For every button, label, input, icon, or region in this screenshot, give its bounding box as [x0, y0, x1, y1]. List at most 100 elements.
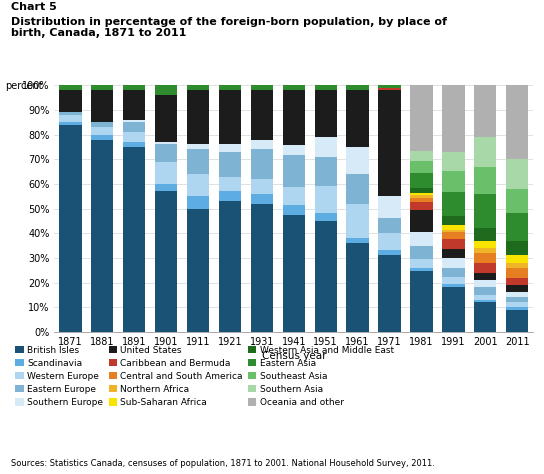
Bar	[506, 302, 528, 307]
Bar	[378, 85, 401, 88]
Bar	[506, 159, 528, 189]
Bar	[410, 246, 432, 259]
Bar	[187, 85, 209, 90]
Bar	[410, 161, 432, 173]
Bar	[219, 152, 241, 176]
Bar	[506, 285, 528, 292]
Bar	[410, 198, 432, 202]
Bar	[347, 238, 369, 243]
Bar	[282, 205, 305, 215]
Bar	[410, 195, 432, 198]
Bar	[474, 280, 497, 287]
Bar	[187, 90, 209, 145]
Bar	[474, 287, 497, 295]
Bar	[251, 139, 273, 149]
Bar	[506, 85, 528, 159]
Bar	[155, 191, 177, 332]
Bar	[506, 307, 528, 310]
Bar	[442, 216, 465, 225]
Bar	[410, 271, 432, 332]
Bar	[378, 196, 401, 219]
Bar	[474, 228, 497, 241]
Bar	[91, 90, 114, 122]
Bar	[442, 239, 465, 249]
Bar	[219, 145, 241, 152]
Bar	[155, 85, 177, 95]
Bar	[187, 196, 209, 209]
Bar	[91, 135, 114, 139]
Bar	[251, 90, 273, 139]
Bar	[314, 213, 337, 221]
Legend: British Isles, Scandinavia, Western Europe, Eastern Europe, Southern Europe, Uni: British Isles, Scandinavia, Western Euro…	[15, 346, 394, 407]
Bar	[410, 210, 432, 232]
Bar	[123, 122, 145, 132]
Bar	[219, 85, 241, 90]
Bar	[410, 173, 432, 188]
Text: Distribution in percentage of the foreign-born population, by place of: Distribution in percentage of the foreig…	[11, 17, 447, 27]
Bar	[410, 151, 432, 161]
Bar	[314, 137, 337, 157]
Bar	[219, 90, 241, 145]
Bar	[474, 241, 497, 248]
Bar	[123, 90, 145, 120]
Bar	[251, 204, 273, 332]
Bar	[91, 139, 114, 332]
Bar	[442, 249, 465, 258]
Bar	[187, 149, 209, 174]
Bar	[251, 149, 273, 179]
Bar	[155, 145, 177, 162]
Bar	[442, 258, 465, 268]
Bar	[59, 115, 82, 122]
Bar	[251, 179, 273, 194]
Bar	[91, 85, 114, 90]
Bar	[410, 232, 432, 246]
Bar	[506, 213, 528, 241]
Bar	[506, 278, 528, 285]
Bar	[282, 91, 305, 145]
Text: Chart 5: Chart 5	[11, 2, 57, 12]
Bar	[347, 204, 369, 238]
Bar	[474, 302, 497, 332]
Bar	[219, 201, 241, 332]
Bar	[155, 184, 177, 191]
Bar	[442, 225, 465, 230]
Bar	[219, 176, 241, 191]
Bar	[378, 255, 401, 332]
Bar	[123, 147, 145, 332]
Bar	[59, 122, 82, 125]
Bar	[347, 243, 369, 332]
Bar	[442, 192, 465, 216]
Bar	[474, 253, 497, 263]
Text: percent: percent	[5, 81, 43, 91]
Bar	[378, 90, 401, 196]
Bar	[314, 90, 337, 137]
Bar	[506, 241, 528, 255]
Bar	[282, 85, 305, 91]
Bar	[59, 112, 82, 115]
Bar	[410, 259, 432, 268]
Bar	[123, 142, 145, 147]
Bar	[442, 85, 465, 152]
Bar	[474, 194, 497, 228]
Bar	[314, 186, 337, 213]
Bar	[282, 155, 305, 187]
Bar	[474, 300, 497, 302]
Bar	[442, 230, 465, 232]
Bar	[378, 233, 401, 250]
Bar	[155, 142, 177, 145]
Bar	[442, 152, 465, 171]
Bar	[506, 310, 528, 332]
Bar	[155, 95, 177, 142]
Bar	[506, 268, 528, 278]
Bar	[474, 137, 497, 167]
Bar	[187, 174, 209, 196]
Bar	[442, 268, 465, 277]
Bar	[378, 250, 401, 255]
Bar	[59, 85, 82, 90]
Bar	[442, 287, 465, 332]
Bar	[378, 88, 401, 90]
Bar	[347, 85, 369, 90]
Bar	[506, 292, 528, 297]
Bar	[314, 157, 337, 186]
Bar	[282, 187, 305, 205]
